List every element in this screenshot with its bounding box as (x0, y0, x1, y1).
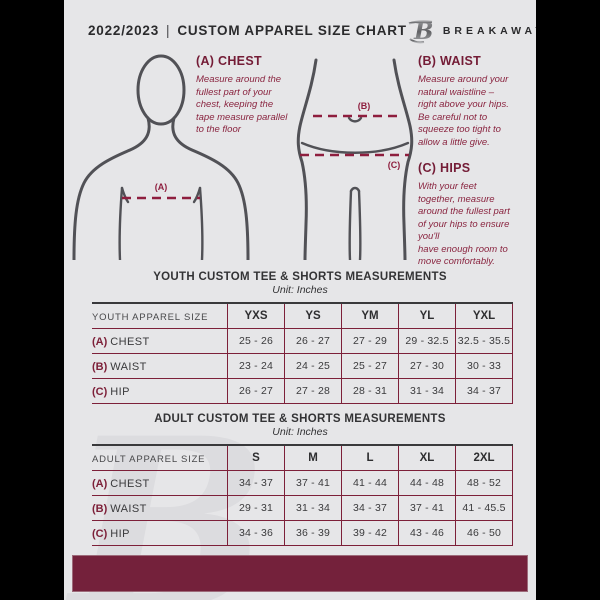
measurement-value: 44 - 48 (398, 470, 456, 496)
adult-size-label: ADULT APPAREL SIZE (92, 454, 206, 465)
adult-table-title: ADULT CUSTOM TEE & SHORTS MEASUREMENTS (154, 413, 446, 425)
page-header: 2022/2023 | CUSTOM APPAREL SIZE CHART B BR… (64, 0, 536, 44)
chart-title: CUSTOM APPAREL SIZE CHART (177, 23, 407, 38)
measurement-value: 36 - 39 (284, 520, 342, 546)
title-separator: | (166, 23, 171, 38)
row-marker: (A) (92, 336, 108, 348)
measurement-value: 27 - 30 (398, 353, 456, 379)
measurement-value: 30 - 33 (455, 353, 513, 379)
measurement-value: 48 - 52 (455, 470, 513, 496)
hips-marker-label: (C) (388, 160, 401, 170)
hips-heading: (C) HIPS (418, 161, 471, 175)
measurement-value: 27 - 29 (341, 328, 399, 354)
measurement-value: 39 - 42 (341, 520, 399, 546)
youth-table-unit: Unit: Inches (272, 284, 328, 296)
measurement-value: 37 - 41 (284, 470, 342, 496)
page-title: 2022/2023 | CUSTOM APPAREL SIZE CHART (88, 23, 407, 38)
measurement-value: 34 - 37 (227, 470, 285, 496)
measurement-value: 46 - 50 (455, 520, 513, 546)
waist-heading: (B) WAIST (418, 54, 482, 68)
table-row: (C) HIP 34 - 36 36 - 39 39 - 42 43 - 46 4… (92, 520, 513, 546)
chest-instructions: Measure around the fullest part of your … (196, 74, 288, 135)
row-marker: (C) (92, 528, 108, 540)
measurement-value: 24 - 25 (284, 353, 342, 379)
measurement-value: 29 - 32.5 (398, 328, 456, 354)
table-row: (A) CHEST 34 - 37 37 - 41 41 - 44 44 - 48… (92, 470, 513, 496)
svg-text:B: B (413, 18, 433, 44)
row-name: HIP (110, 386, 130, 398)
row-marker: (A) (92, 478, 108, 490)
measurement-value: 27 - 28 (284, 378, 342, 404)
chest-heading: (A) CHEST (196, 54, 262, 68)
row-marker: (B) (92, 361, 108, 373)
lower-body-figure-illustration: (B) (C) (296, 58, 414, 260)
size-col-header: L (341, 445, 399, 471)
size-col-header: YXL (455, 303, 513, 329)
measurement-value: 43 - 46 (398, 520, 456, 546)
table-header-row: ADULT APPAREL SIZE S M L XL 2XL (92, 445, 513, 471)
measurement-value: 34 - 36 (227, 520, 285, 546)
size-col-header: YXS (227, 303, 285, 329)
measurement-value: 25 - 26 (227, 328, 285, 354)
youth-size-label: YOUTH APPAREL SIZE (92, 312, 209, 323)
measurement-value: 34 - 37 (341, 495, 399, 521)
table-header-row: YOUTH APPAREL SIZE YXS YS YM YL YXL (92, 303, 513, 329)
row-name: HIP (110, 528, 130, 540)
size-col-header: XL (398, 445, 456, 471)
measurement-value: 25 - 27 (341, 353, 399, 379)
measurement-guide-section: (A) (A) CHEST Measure around the fullest… (64, 48, 536, 267)
size-col-header: YM (341, 303, 399, 329)
footer-accent-bar (72, 555, 528, 592)
measurement-value: 31 - 34 (398, 378, 456, 404)
adult-table-unit: Unit: Inches (272, 426, 328, 438)
chest-marker-label: (A) (155, 182, 168, 192)
table-row: (C) HIP 26 - 27 27 - 28 28 - 31 31 - 34 3… (92, 378, 513, 404)
size-col-header: S (227, 445, 285, 471)
adult-size-table: ADULT APPAREL SIZE S M L XL 2XL (A) CHEST… (92, 444, 513, 546)
waist-marker-label: (B) (358, 101, 371, 111)
brand-block: B BREAKAWAY (407, 17, 536, 44)
hips-instructions: With your feet together, measure around … (418, 181, 510, 267)
measurement-value: 34 - 37 (455, 378, 513, 404)
breakaway-b-logo-icon: B (408, 18, 433, 44)
table-row: (A) CHEST 25 - 26 26 - 27 27 - 29 29 - 32… (92, 328, 513, 354)
size-col-header: 2XL (455, 445, 513, 471)
measurement-value: 23 - 24 (227, 353, 285, 379)
size-col-header: M (284, 445, 342, 471)
row-name: CHEST (110, 478, 150, 490)
youth-size-table: YOUTH APPAREL SIZE YXS YS YM YL YXL (A) C… (92, 302, 513, 404)
row-name: WAIST (110, 361, 147, 373)
torso-figure-illustration: (A) (72, 54, 250, 260)
size-chart-page: B 2022/2023 | CUSTOM APPAREL SIZE CHART B (64, 0, 536, 600)
measurement-value: 26 - 27 (227, 378, 285, 404)
row-name: WAIST (110, 503, 147, 515)
size-col-header: YS (284, 303, 342, 329)
measurement-value: 29 - 31 (227, 495, 285, 521)
measurement-value: 26 - 27 (284, 328, 342, 354)
row-marker: (B) (92, 503, 108, 515)
chest-guide: (A) CHEST Measure around the fullest par… (196, 54, 336, 137)
measurement-value: 32.5 - 35.5 (455, 328, 513, 354)
row-name: CHEST (110, 336, 150, 348)
table-row: (B) WAIST 29 - 31 31 - 34 34 - 37 37 - 41… (92, 495, 513, 521)
measurement-value: 28 - 31 (341, 378, 399, 404)
row-marker: (C) (92, 386, 108, 398)
waist-instructions: Measure around your natural waistline – … (418, 74, 509, 148)
waist-hips-guide: (B) WAIST Measure around your natural wa… (418, 54, 532, 269)
youth-table-title: YOUTH CUSTOM TEE & SHORTS MEASUREMENTS (153, 271, 447, 283)
measurement-value: 41 - 45.5 (455, 495, 513, 521)
table-row: (B) WAIST 23 - 24 24 - 25 25 - 27 27 - 30… (92, 353, 513, 379)
brand-name: BREAKAWAY (442, 24, 536, 37)
measurement-value: 31 - 34 (284, 495, 342, 521)
measurement-value: 37 - 41 (398, 495, 456, 521)
season-year: 2022/2023 (88, 23, 160, 38)
size-col-header: YL (398, 303, 456, 329)
measurement-value: 41 - 44 (341, 470, 399, 496)
